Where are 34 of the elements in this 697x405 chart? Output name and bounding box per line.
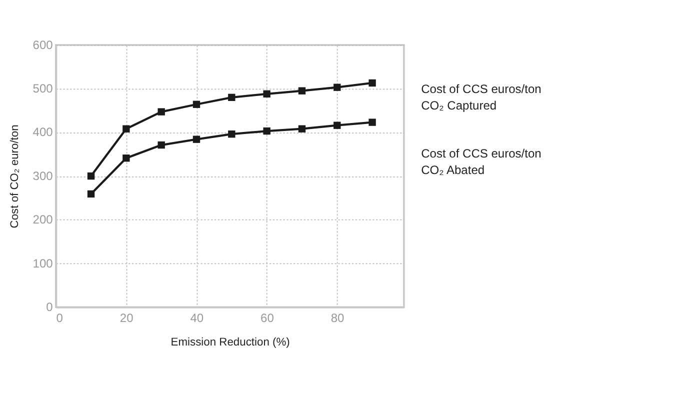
y-tick-label: 400 (32, 125, 54, 140)
y-tick-label: 200 (32, 212, 54, 227)
y-tick-label: 500 (32, 82, 54, 96)
x-tick-label: 60 (260, 311, 274, 326)
x-tick-label: 20 (120, 311, 134, 326)
point (334, 122, 341, 129)
point (298, 125, 306, 132)
point (192, 100, 200, 108)
y-tick-label: 0 (46, 300, 54, 314)
text: Cost of CCS euros/ton CO₂ Captured (421, 82, 542, 112)
point (87, 172, 95, 180)
y-tick-label: 600 (32, 38, 54, 52)
x-tick-label: 80 (330, 311, 345, 326)
x-axis-title: Emission Reduction (%) (170, 336, 290, 348)
point (122, 154, 130, 162)
point (158, 108, 165, 116)
point (368, 79, 376, 87)
y-tick-label: 300 (32, 168, 54, 183)
point (192, 136, 200, 143)
y-axis-title: Cost of CO₂ euro/ton (9, 124, 22, 228)
text: Cost of CCS euros/ton CO₂ Abated (421, 146, 542, 177)
point (263, 90, 270, 98)
y-tick-label: 100 (32, 256, 54, 270)
point (122, 125, 130, 132)
point (368, 118, 376, 126)
x-tick-label: 40 (190, 311, 204, 326)
point (298, 87, 306, 94)
point (334, 84, 341, 91)
x-tick-label: 0 (56, 311, 64, 326)
point (263, 127, 270, 135)
point (228, 94, 236, 101)
point (228, 130, 236, 138)
point (87, 190, 95, 198)
point (158, 141, 165, 149)
